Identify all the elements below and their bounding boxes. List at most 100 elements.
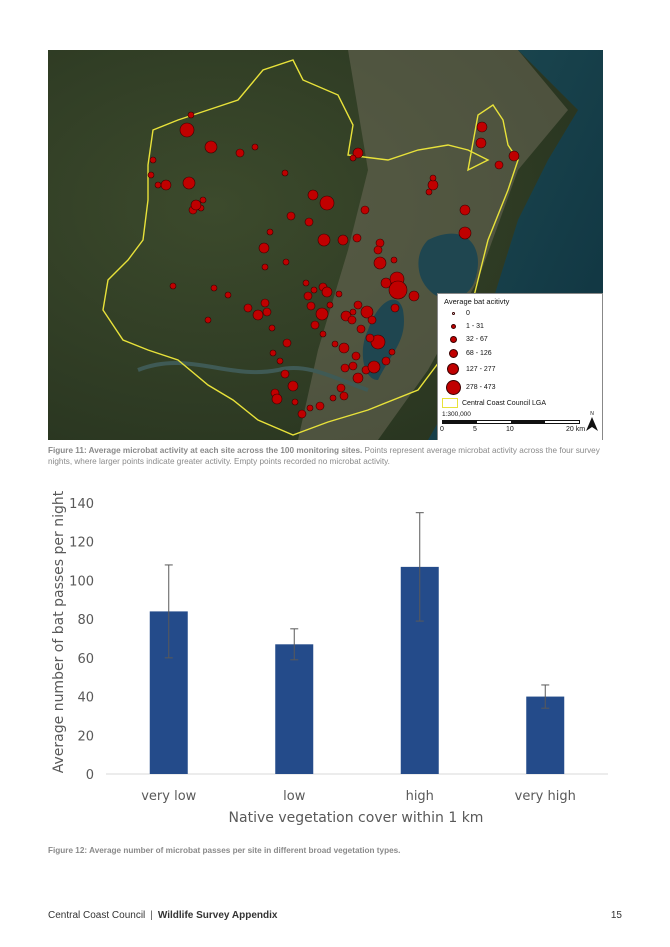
lga-boundary — [102, 59, 519, 436]
site-point — [425, 188, 433, 196]
site-point — [338, 342, 350, 354]
site-point — [149, 156, 157, 164]
site-point — [235, 148, 245, 158]
y-tick-label: 40 — [77, 691, 94, 706]
figure-11-label: Figure 11: Average microbat activity at … — [48, 446, 363, 455]
site-point — [310, 286, 318, 294]
site-point — [304, 217, 314, 227]
site-point — [494, 160, 504, 170]
legend-title: Average bat acitivty — [444, 297, 510, 306]
site-point — [224, 291, 232, 299]
site-point — [390, 303, 400, 313]
page-footer: Central Coast Council | Wildlife Survey Ap… — [48, 910, 277, 921]
legend-item: 278 - 473 — [442, 379, 496, 395]
x-tick-label: very low — [141, 789, 196, 804]
site-point — [315, 401, 325, 411]
y-tick-label: 20 — [77, 729, 94, 744]
site-point — [266, 228, 274, 236]
site-point — [243, 303, 253, 313]
footer-separator: | — [150, 910, 153, 921]
site-point — [154, 181, 162, 189]
legend-item: 68 - 126 — [442, 346, 492, 360]
site-point — [319, 330, 327, 338]
legend-lga-item: Central Coast Council LGA — [442, 398, 546, 408]
site-point — [381, 356, 391, 366]
site-point — [268, 324, 276, 332]
site-point — [408, 290, 420, 302]
bar — [526, 696, 565, 774]
site-point — [349, 154, 357, 162]
site-point — [373, 245, 383, 255]
vegetation-bar-chart: 0 20 40 60 80 100 120 140 very low low high very h… — [51, 490, 608, 826]
site-point — [204, 140, 218, 154]
map-scale-text: 1:300,000 — [442, 411, 471, 418]
site-point — [335, 290, 343, 298]
figure-12-caption: Figure 12: Average number of microbat pa… — [48, 845, 608, 856]
y-tick-label: 0 — [86, 768, 94, 783]
site-point — [367, 360, 381, 374]
scale-tick: 10 — [506, 426, 514, 433]
legend-item: 32 - 67 — [442, 332, 488, 346]
site-point — [321, 286, 333, 298]
scale-bar — [442, 420, 580, 424]
site-point — [251, 143, 259, 151]
site-point — [373, 256, 387, 270]
site-point — [306, 404, 314, 412]
site-point — [187, 111, 195, 119]
site-point — [190, 199, 202, 211]
y-tick-label: 120 — [69, 536, 94, 551]
site-point — [210, 284, 218, 292]
legend-symbol — [449, 335, 457, 343]
y-tick-label: 100 — [69, 574, 94, 589]
site-point — [475, 137, 487, 149]
site-point — [182, 176, 196, 190]
site-point — [297, 409, 307, 419]
site-point — [352, 147, 364, 159]
site-point — [360, 305, 374, 319]
site-point — [329, 394, 337, 402]
site-point — [356, 324, 366, 334]
legend-label: 1 - 31 — [466, 322, 484, 330]
site-point — [307, 189, 319, 201]
site-point — [302, 279, 310, 287]
legend-symbol — [451, 311, 455, 315]
legend-symbol — [447, 363, 459, 375]
figure-11-caption: Figure 11: Average microbat activity at … — [48, 445, 608, 467]
site-point — [169, 282, 177, 290]
legend-lga-symbol — [442, 398, 458, 408]
site-point — [339, 391, 349, 401]
lake — [418, 233, 478, 300]
site-point — [326, 301, 334, 309]
site-point — [286, 211, 296, 221]
site-point — [352, 233, 362, 243]
site-point — [262, 307, 272, 317]
site-point — [199, 196, 207, 204]
scale-tick: 0 — [440, 426, 444, 433]
site-point — [352, 372, 364, 384]
site-point — [281, 169, 289, 177]
site-point — [147, 171, 155, 179]
y-axis-label: Average number of bat passes per night — [51, 490, 67, 773]
footer-org: Central Coast Council — [48, 910, 146, 921]
x-tick-label: low — [283, 789, 306, 804]
site-point — [261, 263, 269, 271]
legend-label: 0 — [466, 309, 470, 317]
site-point — [260, 298, 270, 308]
site-point — [282, 258, 290, 266]
figure-11-text: Points represent average microbat activi… — [48, 446, 600, 466]
site-point — [476, 121, 488, 133]
site-point — [179, 122, 195, 138]
site-point — [353, 300, 363, 310]
site-point — [337, 234, 349, 246]
legend-item: 127 - 277 — [442, 362, 496, 376]
site-point — [340, 363, 350, 373]
north-arrow-icon: N — [586, 411, 598, 431]
river — [137, 361, 369, 392]
legend-label: 32 - 67 — [466, 335, 488, 343]
site-point — [315, 307, 329, 321]
bar — [275, 644, 314, 774]
x-tick-label: very high — [515, 789, 576, 804]
y-tick-label: 80 — [77, 613, 94, 628]
site-point — [287, 380, 299, 392]
site-point — [310, 320, 320, 330]
